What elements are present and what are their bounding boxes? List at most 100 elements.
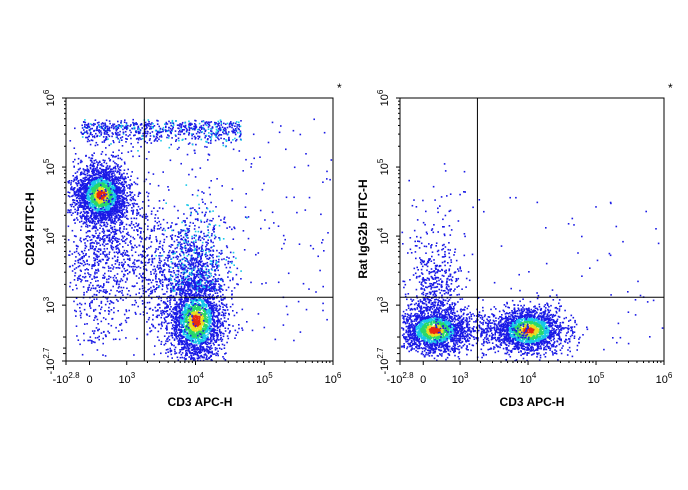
event-dot [199, 345, 201, 348]
event-dot [161, 325, 163, 327]
event-dot [205, 300, 208, 303]
event-dot [186, 129, 188, 131]
event-dot [80, 216, 82, 219]
event-dot [213, 328, 215, 330]
event-dot [105, 207, 107, 209]
event-dot [209, 298, 211, 300]
event-dot [212, 342, 215, 345]
event-dot [194, 359, 196, 361]
event-dot [201, 340, 204, 342]
event-dot [221, 311, 224, 313]
event-dot [107, 205, 109, 207]
event-dot [183, 278, 185, 281]
event-dot [107, 215, 109, 217]
event-dot [114, 233, 117, 235]
event-dot [130, 150, 133, 152]
event-dot [81, 127, 84, 129]
event-dot [120, 121, 122, 124]
event-dot [104, 216, 107, 219]
event-dot [191, 300, 193, 302]
event-dot [167, 315, 169, 318]
event-dot [210, 358, 213, 361]
event-dot [109, 211, 112, 214]
event-dot [100, 201, 102, 204]
event-dot [204, 122, 207, 124]
event-dot [238, 327, 240, 330]
event-dot [180, 309, 183, 311]
event-dot [152, 134, 155, 137]
event-dot [119, 169, 121, 171]
event-dot [208, 304, 210, 307]
event-dot [192, 358, 195, 361]
event-dot [197, 342, 199, 345]
event-dot [119, 209, 121, 212]
event-dot [111, 175, 113, 177]
event-dot [124, 176, 126, 178]
event-dot [209, 351, 211, 353]
event-dot [103, 172, 106, 174]
event-dot [125, 184, 128, 187]
event-dot [210, 315, 213, 318]
event-dot [115, 192, 118, 195]
event-dot [187, 315, 190, 318]
event-dot [148, 120, 150, 123]
event-dot [219, 320, 221, 323]
event-dot [188, 304, 190, 306]
event-dot [205, 140, 207, 143]
event-dot [182, 334, 185, 336]
event-dot [132, 122, 135, 125]
event-dot [213, 304, 215, 306]
event-dot [121, 136, 124, 138]
event-dot [188, 326, 190, 328]
event-dot [201, 349, 204, 352]
event-dot [86, 127, 88, 129]
event-dot [109, 198, 112, 201]
event-dot [196, 348, 199, 350]
event-dot [87, 217, 90, 220]
event-dot [201, 312, 203, 314]
event-dot [151, 122, 153, 124]
event-dot [99, 199, 102, 202]
event-dot [130, 131, 132, 134]
event-dot [93, 190, 96, 192]
event-dot [111, 206, 114, 209]
event-dot [206, 309, 208, 312]
event-dot [94, 202, 97, 204]
event-dot [195, 336, 197, 338]
event-dot [148, 122, 151, 125]
event-dot [218, 319, 221, 322]
event-dot [120, 126, 123, 129]
event-dot [192, 317, 194, 320]
event-dot [86, 170, 88, 172]
event-dot [127, 218, 129, 220]
event-dot [112, 127, 115, 130]
event-dot [174, 327, 176, 329]
event-dot [183, 336, 185, 338]
event-dot [208, 307, 211, 309]
event-dot [142, 132, 144, 135]
event-dot [85, 136, 87, 139]
event-dot [162, 129, 165, 131]
event-dot [196, 321, 198, 324]
event-dot [89, 179, 92, 181]
event-dot [186, 308, 189, 311]
event-dot [118, 133, 121, 136]
event-dot [153, 140, 156, 142]
event-dot [97, 176, 99, 179]
event-dot [209, 303, 212, 305]
event-dot [210, 121, 213, 123]
event-dot [180, 283, 182, 285]
event-dot [158, 314, 160, 317]
event-dot [119, 192, 122, 194]
event-dot [166, 316, 168, 318]
event-dot [94, 214, 97, 217]
event-dot [91, 202, 93, 205]
event-dot [177, 304, 179, 306]
event-dot [92, 162, 95, 165]
event-dot [111, 181, 114, 183]
event-dot [129, 204, 131, 206]
event-dot [192, 330, 195, 332]
event-dot [206, 300, 209, 303]
event-dot [204, 316, 206, 319]
event-dot [113, 187, 116, 189]
